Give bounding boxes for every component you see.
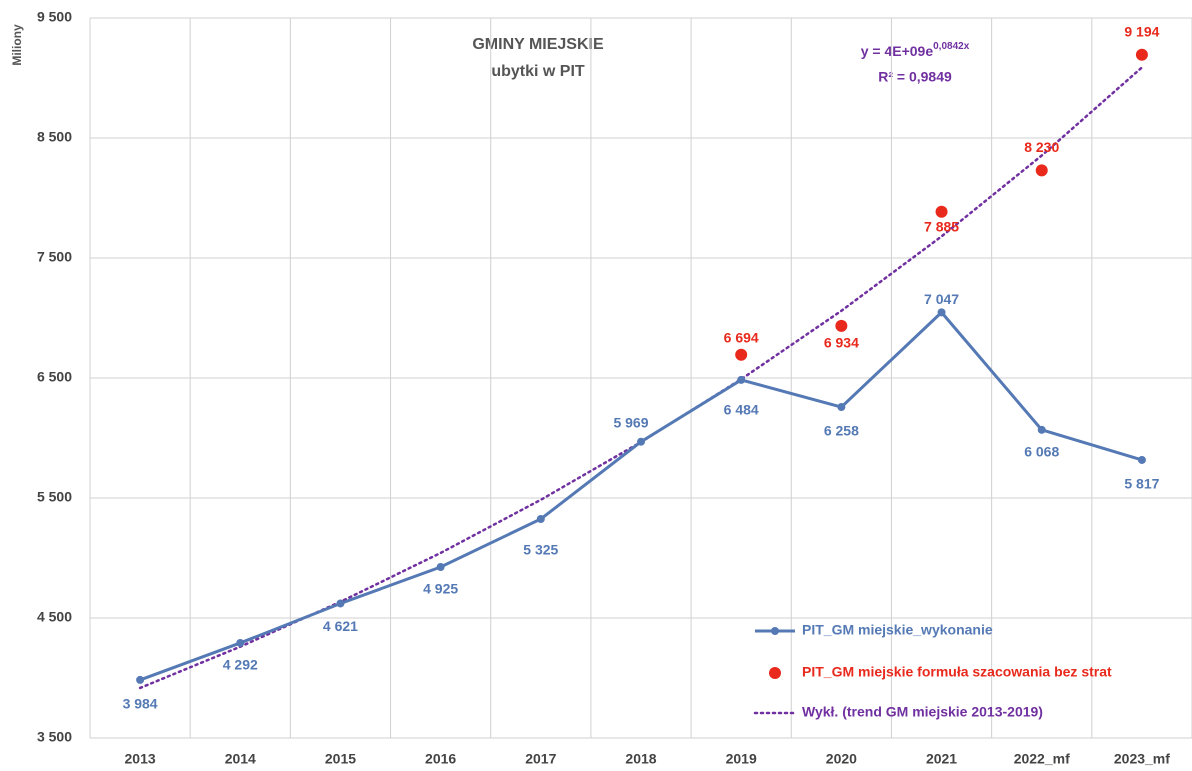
x-tick-label: 2023_mf <box>1114 751 1170 767</box>
point <box>1135 48 1148 61</box>
data-label: 4 621 <box>323 618 358 634</box>
point <box>236 638 245 647</box>
point <box>136 675 145 684</box>
data-label: 5 325 <box>523 542 558 558</box>
chart-title: GMINY MIEJSKIE <box>472 36 604 53</box>
point <box>1037 425 1046 434</box>
data-label: 7 047 <box>924 291 959 307</box>
data-label: 9 194 <box>1124 23 1159 39</box>
point <box>336 599 345 608</box>
trend-equation: y = 4E+09e0,0842x <box>861 41 970 59</box>
data-label: 6 934 <box>824 335 859 351</box>
chart-subtitle: ubytki w PIT <box>491 63 585 80</box>
point <box>937 308 946 317</box>
point <box>1035 164 1048 177</box>
equation-base: y = 4E+09e <box>861 43 934 59</box>
y-axis-label: Miliony <box>10 24 24 66</box>
data-label: 3 984 <box>123 696 158 712</box>
y-tick-label: 9 500 <box>37 9 72 25</box>
r-squared: R² = 0,9849 <box>878 69 952 85</box>
x-tick-label: 2019 <box>726 751 757 767</box>
y-tick-label: 5 500 <box>37 489 72 505</box>
point <box>1137 455 1146 464</box>
point <box>735 348 748 361</box>
x-tick-label: 2015 <box>325 751 356 767</box>
legend-label: Wykł. (trend GM miejskie 2013-2019) <box>802 704 1043 720</box>
point <box>837 403 846 412</box>
data-label: 7 885 <box>924 219 959 235</box>
point <box>935 205 948 218</box>
y-tick-label: 3 500 <box>37 729 72 745</box>
legend-marker <box>769 667 781 679</box>
data-label: 8 230 <box>1024 139 1059 155</box>
data-label: 6 258 <box>824 423 859 439</box>
data-label: 6 484 <box>724 402 759 418</box>
y-tick-label: 6 500 <box>37 369 72 385</box>
data-label: 6 068 <box>1024 444 1059 460</box>
point <box>436 563 445 571</box>
x-tick-label: 2022_mf <box>1014 751 1070 767</box>
x-tick-label: 2016 <box>425 751 456 767</box>
legend-label: PIT_GM miejskie formuła szacowania bez s… <box>802 664 1112 680</box>
data-label: 5 969 <box>613 414 648 430</box>
x-tick-label: 2018 <box>625 751 656 767</box>
x-tick-label: 2017 <box>525 751 556 767</box>
legend-label: PIT_GM miejskie_wykonanie <box>802 622 993 638</box>
data-label: 4 292 <box>223 657 258 673</box>
data-label: 4 925 <box>423 581 458 597</box>
y-tick-label: 7 500 <box>37 249 72 265</box>
x-tick-label: 2021 <box>926 751 957 767</box>
point <box>737 375 746 384</box>
x-tick-label: 2014 <box>225 751 256 767</box>
data-label: 5 817 <box>1124 476 1159 492</box>
y-tick-label: 8 500 <box>37 129 72 145</box>
equation-exponent: 0,0842x <box>933 41 970 52</box>
point <box>637 437 645 446</box>
x-tick-label: 2013 <box>125 751 156 767</box>
legend-marker <box>771 627 779 635</box>
y-tick-label: 4 500 <box>37 609 72 625</box>
point <box>536 515 545 523</box>
data-label: 6 694 <box>724 329 759 345</box>
x-tick-label: 2020 <box>826 751 857 767</box>
point <box>835 319 848 332</box>
